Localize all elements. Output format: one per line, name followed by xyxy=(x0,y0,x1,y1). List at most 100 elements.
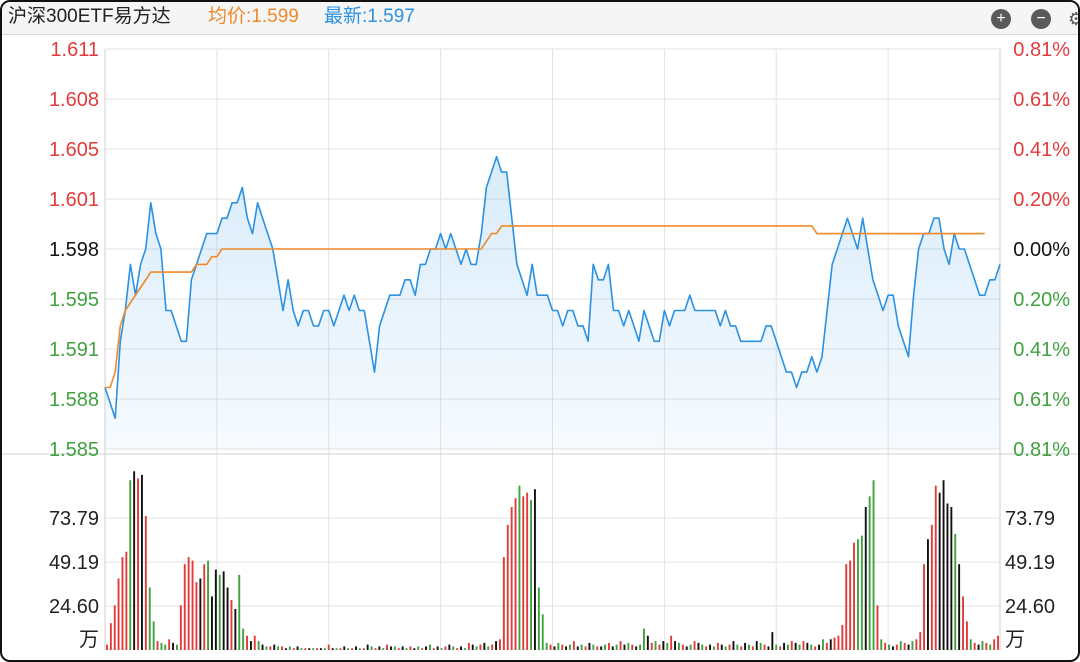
volume-bar xyxy=(506,524,509,650)
volume-bar xyxy=(164,644,167,650)
plus-circle-icon: + xyxy=(996,10,1006,27)
price-chart-area xyxy=(104,155,1001,449)
volume-bar xyxy=(316,648,318,650)
price-tick-label: 1.591 xyxy=(49,339,99,361)
zoom-in-button[interactable]: + xyxy=(991,9,1011,29)
volume-bar xyxy=(292,648,295,650)
volume-bar xyxy=(662,641,665,650)
volume-bar xyxy=(841,625,844,650)
volume-bar xyxy=(265,646,268,650)
minus-circle-icon: − xyxy=(1036,10,1046,27)
volume-bar xyxy=(179,605,182,650)
volume-bar xyxy=(895,644,898,650)
volume-tick-label-right: 73.79 xyxy=(1005,508,1055,530)
volume-bar xyxy=(790,641,793,650)
volume-bar xyxy=(117,578,120,650)
volume-bar xyxy=(860,535,863,650)
volume-bars xyxy=(106,471,999,650)
volume-bar xyxy=(689,644,692,650)
volume-bar xyxy=(106,644,108,650)
volume-bar xyxy=(845,564,848,650)
average-price-label: 均价:1.599 xyxy=(208,6,299,27)
volume-bar xyxy=(958,564,961,650)
percent-tick-label: 0.20% xyxy=(1013,289,1070,311)
volume-tick-label-right: 24.60 xyxy=(1005,596,1055,618)
volume-bar xyxy=(569,644,571,650)
volume-bar xyxy=(133,471,136,650)
percent-tick-label: 0.61% xyxy=(1013,89,1070,111)
volume-bar xyxy=(471,644,474,650)
volume-bar xyxy=(358,648,361,650)
volume-bar xyxy=(720,644,723,650)
volume-bar xyxy=(658,644,661,650)
volume-bar xyxy=(767,646,770,650)
volume-bar xyxy=(771,632,774,650)
volume-bar xyxy=(930,524,933,650)
volume-bar xyxy=(946,503,949,650)
volume-bar xyxy=(160,642,163,650)
volume-bar xyxy=(588,642,591,650)
volume-bar xyxy=(425,646,427,650)
volume-bar xyxy=(919,632,922,650)
volume-unit-label: 万 xyxy=(79,629,99,651)
volume-bar xyxy=(724,646,727,650)
volume-bar xyxy=(499,639,501,650)
volume-bar xyxy=(393,646,396,650)
percent-tick-label: 0.81% xyxy=(1013,439,1070,461)
volume-bar xyxy=(693,641,696,650)
volume-bar xyxy=(903,642,906,650)
volume-bar xyxy=(810,644,813,650)
price-tick-label: 1.611 xyxy=(50,39,99,61)
volume-bar xyxy=(530,499,532,650)
volume-bar xyxy=(600,646,603,650)
volume-bar xyxy=(460,646,462,650)
volume-bar xyxy=(997,635,999,650)
chart-header: 沪深300ETF易方达 均价:1.599 最新:1.597 + − ⚙ xyxy=(2,2,1078,35)
volume-bar xyxy=(168,639,171,650)
volume-bar xyxy=(654,641,657,650)
volume-unit-label-right: 万 xyxy=(1005,629,1025,651)
volume-bar xyxy=(261,644,264,650)
volume-bar xyxy=(864,507,867,650)
volume-bar xyxy=(884,642,887,650)
volume-bar xyxy=(195,582,198,650)
volume-bar xyxy=(685,646,688,650)
volume-bar xyxy=(238,574,241,650)
volume-bar xyxy=(872,480,875,650)
volume-bar xyxy=(954,533,957,650)
volume-bar xyxy=(397,648,400,650)
volume-bar xyxy=(502,557,505,650)
volume-bar xyxy=(899,641,902,650)
volume-bar xyxy=(580,644,583,650)
volume-bar xyxy=(744,642,746,650)
volume-bar xyxy=(666,642,669,650)
volume-bar xyxy=(623,644,626,650)
volume-bar xyxy=(440,648,443,650)
volume-bar xyxy=(740,646,743,650)
percent-tick-label: 0.20% xyxy=(1013,189,1070,211)
volume-bar xyxy=(911,641,914,650)
volume-bar xyxy=(327,644,330,650)
volume-bar xyxy=(448,644,451,650)
volume-bar xyxy=(218,574,221,650)
price-area-fill xyxy=(105,156,1000,449)
volume-bar xyxy=(962,596,964,650)
volume-bar xyxy=(713,646,715,650)
volume-bar xyxy=(876,605,879,650)
volume-bar xyxy=(304,648,307,650)
volume-bar xyxy=(467,642,470,650)
volume-bar xyxy=(257,641,260,650)
volume-bar xyxy=(300,648,303,650)
volume-bar xyxy=(343,646,346,650)
settings-button[interactable]: ⚙ xyxy=(1068,9,1078,29)
volume-bar xyxy=(273,644,276,650)
volume-bar xyxy=(452,646,455,650)
volume-bar xyxy=(296,646,299,650)
volume-bar xyxy=(981,641,984,650)
volume-bar xyxy=(464,648,466,650)
volume-bar xyxy=(288,646,291,650)
volume-bar xyxy=(736,644,739,650)
volume-bar xyxy=(355,646,357,650)
zoom-out-button[interactable]: − xyxy=(1031,9,1051,29)
price-tick-label: 1.605 xyxy=(49,139,99,161)
